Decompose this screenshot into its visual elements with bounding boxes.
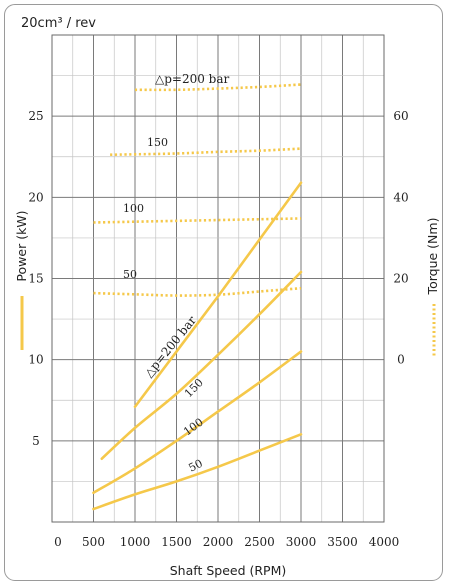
y-right-tick-60: 60 bbox=[393, 109, 408, 123]
power-label-150: 150 bbox=[182, 376, 206, 400]
power-lines bbox=[92, 181, 303, 511]
y-right-tick-40: 40 bbox=[393, 190, 408, 204]
displacement-label: 20cm³ / rev bbox=[21, 16, 96, 31]
x-tick-2000: 2000 bbox=[203, 535, 234, 549]
y-axis-left-title: Power (kW) bbox=[14, 210, 29, 350]
power-line-0 bbox=[133, 181, 303, 409]
x-tick-2500: 2500 bbox=[244, 535, 275, 549]
torque-line-1 bbox=[110, 147, 302, 157]
x-tick-500: 500 bbox=[82, 535, 105, 549]
y-left-tick-15: 15 bbox=[28, 272, 43, 286]
torque-label-200: △p=200 bar bbox=[155, 72, 230, 86]
power-line-3 bbox=[92, 433, 303, 511]
torque-line-0 bbox=[134, 83, 302, 92]
chart-frame bbox=[4, 4, 443, 581]
power-label-50: 50 bbox=[186, 457, 204, 475]
x-tick-4000: 4000 bbox=[369, 535, 400, 549]
plot-border bbox=[51, 34, 385, 523]
x-tick-3000: 3000 bbox=[286, 535, 317, 549]
y-axis-right-label: Torque (Nm) bbox=[425, 218, 440, 296]
y-right-tick-20: 20 bbox=[393, 272, 408, 286]
power-line-2 bbox=[92, 350, 303, 495]
x-tick-3500: 3500 bbox=[327, 535, 358, 549]
x-axis-label: Shaft Speed (RPM) bbox=[170, 563, 287, 578]
x-tick-1500: 1500 bbox=[161, 535, 192, 549]
y-right-tick-0: 0 bbox=[397, 353, 405, 367]
torque-label-150: 150 bbox=[147, 136, 168, 149]
y-left-tick-5: 5 bbox=[32, 434, 40, 448]
power-label-200: △p=200 bar bbox=[141, 313, 199, 380]
torque-line-2 bbox=[93, 217, 302, 224]
x-tick-1000: 1000 bbox=[120, 535, 151, 549]
y-axis-left-label: Power (kW) bbox=[14, 210, 29, 281]
grid bbox=[51, 34, 385, 523]
y-left-tick-10: 10 bbox=[28, 353, 43, 367]
torque-label-100: 100 bbox=[123, 202, 144, 215]
torque-label-50: 50 bbox=[123, 268, 137, 281]
power-line-1 bbox=[100, 270, 303, 460]
y-axis-right-title: Torque (Nm) bbox=[425, 218, 440, 356]
torque-line-3 bbox=[93, 286, 302, 297]
x-tick-0: 0 bbox=[54, 535, 62, 549]
torque-lines bbox=[93, 83, 302, 297]
y-left-tick-20: 20 bbox=[28, 190, 43, 204]
y-left-tick-25: 25 bbox=[28, 109, 43, 123]
tick-labels: 0 500 1000 1500 2000 2500 3000 3500 400051015202… bbox=[28, 109, 408, 549]
